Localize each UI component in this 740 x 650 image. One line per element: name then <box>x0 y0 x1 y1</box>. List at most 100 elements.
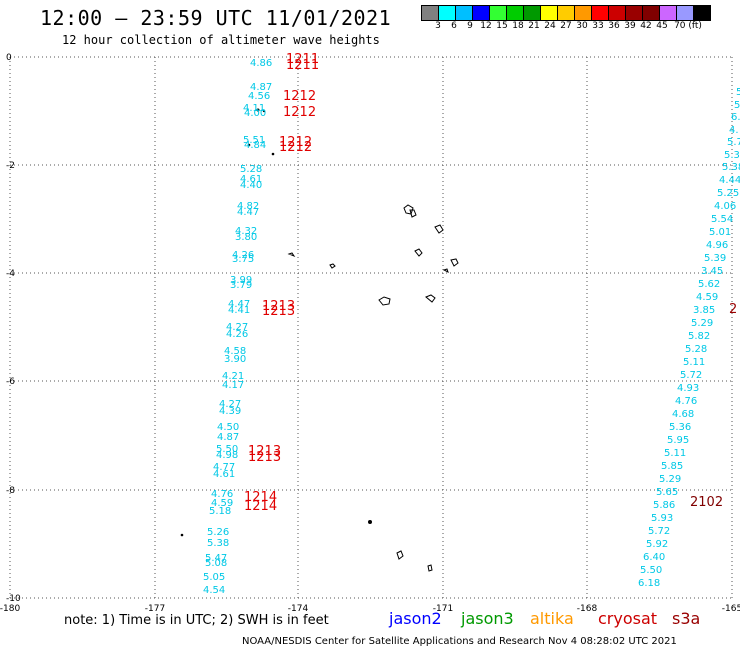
swh-value: 3.85 <box>693 305 715 316</box>
time-label: 1212 <box>279 135 312 150</box>
axis-labels: -180 -177 -174 -171 -168 -165 0 -2 -4 -6 -8 -10 <box>0 53 740 614</box>
time-label: 2 <box>729 302 737 317</box>
swh-value: 4.32 <box>235 226 257 237</box>
swh-value: 5.18 <box>209 506 231 517</box>
swh-value: 3.90 <box>224 354 246 365</box>
map-subtitle: 12 hour collection of altimeter wave hei… <box>62 33 380 47</box>
swh-value: 4.58 <box>224 346 246 357</box>
lon-tick-label: -180 <box>0 604 20 614</box>
mission-altika: altika <box>530 609 574 628</box>
island <box>256 108 260 112</box>
mission-s3a: s3a <box>672 609 701 628</box>
swh-value: 5.95 <box>667 435 689 446</box>
swh-value: 4.47 <box>228 299 250 310</box>
swh-value: 5.38 <box>207 538 229 549</box>
island <box>450 258 459 267</box>
scale-swatch <box>507 5 524 21</box>
scale-label: 33 <box>592 21 604 31</box>
swh-value: 5.28 <box>240 164 262 175</box>
scale-swatch <box>609 5 626 21</box>
graticule <box>9 56 733 599</box>
swh-value: 5.11 <box>683 357 705 368</box>
swh-value: 4.86 <box>250 58 272 69</box>
scale-swatch <box>456 5 473 21</box>
swh-value: 4.44 <box>719 175 740 186</box>
swh-value: 4.27 <box>226 322 248 333</box>
time-label: 1212 <box>279 140 312 155</box>
scale-swatch <box>524 5 541 21</box>
scale-swatch <box>677 5 694 21</box>
swh-value: 5.50 <box>640 565 662 576</box>
scale-label: 70 (ft) <box>674 21 702 31</box>
footer-note: note: 1) Time is in UTC; 2) SWH is in fe… <box>64 613 329 628</box>
swh-value: 3.79 <box>230 280 252 291</box>
swh-track-right: 5.5.6.4.5.75.35.384.445.254.065.545.014.… <box>638 87 740 589</box>
swh-value: 4.26 <box>226 329 248 340</box>
swh-value: 5.65 <box>656 487 678 498</box>
scale-label: 9 <box>467 21 473 31</box>
time-label: 1213 <box>248 444 281 459</box>
swh-value: 4. <box>729 125 739 136</box>
time-label: 1213 <box>248 450 281 465</box>
scale-label: 30 <box>576 21 588 31</box>
time-label: 1212 <box>283 89 316 104</box>
swh-value: 5.38 <box>722 162 740 173</box>
swh-value: 4.82 <box>237 201 259 212</box>
swh-value: 5.29 <box>659 474 681 485</box>
time-label: 1213 <box>262 299 295 314</box>
swh-value: 5.82 <box>688 331 710 342</box>
swh-value: 5.3 <box>724 150 740 161</box>
island <box>262 109 266 113</box>
scale-label: 45 <box>656 21 668 31</box>
lon-tick-label: -177 <box>145 604 165 614</box>
island <box>427 564 433 572</box>
swh-value: 6.40 <box>643 552 665 563</box>
time-label: 2102 <box>690 495 723 510</box>
scale-label: 42 <box>640 21 652 31</box>
swh-value: 5.26 <box>207 527 229 538</box>
swh-value: 3.99 <box>230 275 252 286</box>
time-label: 1211 <box>286 52 319 67</box>
mission-cryosat: cryosat <box>598 609 658 628</box>
island <box>378 296 391 306</box>
scale-swatch <box>643 5 660 21</box>
swh-value: 4.59 <box>696 292 718 303</box>
scale-swatch <box>694 5 711 21</box>
swh-value: 4.06 <box>714 201 736 212</box>
scale-swatch <box>626 5 643 21</box>
scale-swatch <box>541 5 558 21</box>
scale-label: 12 <box>480 21 492 31</box>
scale-swatch <box>575 5 592 21</box>
swh-value: 5.29 <box>691 318 713 329</box>
island <box>396 550 404 560</box>
swh-value: 5.28 <box>685 344 707 355</box>
island <box>425 294 436 303</box>
island <box>368 520 372 524</box>
swh-value: 4.98 <box>216 450 238 461</box>
island <box>180 533 184 537</box>
scale-label: 3 <box>435 21 441 31</box>
swh-value: 4.39 <box>219 406 241 417</box>
swh-value: 5.50 <box>216 444 238 455</box>
swh-value: 4.50 <box>217 422 239 433</box>
time-labels: 1211121112121212121212121213121312131213… <box>244 52 737 514</box>
swh-value: 5.01 <box>709 227 731 238</box>
swh-value: 5.7 <box>727 137 740 148</box>
swh-value: 4.87 <box>250 82 272 93</box>
scale-label: 21 <box>528 21 540 31</box>
lon-tick-label: -171 <box>433 604 453 614</box>
island <box>287 252 296 258</box>
swh-value: 4.41 <box>228 305 250 316</box>
swh-value: 4.26 <box>232 250 254 261</box>
lat-tick-label: -8 <box>6 486 15 496</box>
swh-value: 5.11 <box>664 448 686 459</box>
scale-swatch <box>421 5 439 21</box>
swh-value: 5.39 <box>704 253 726 264</box>
swh-track-left: 4.864.874.564.114.005.514.845.284.614.40… <box>203 58 272 596</box>
swh-value: 5.08 <box>205 558 227 569</box>
lat-tick-label: -10 <box>6 594 21 604</box>
island <box>434 224 444 234</box>
swh-value: 4.40 <box>240 180 262 191</box>
lat-tick-label: -4 <box>6 269 15 279</box>
